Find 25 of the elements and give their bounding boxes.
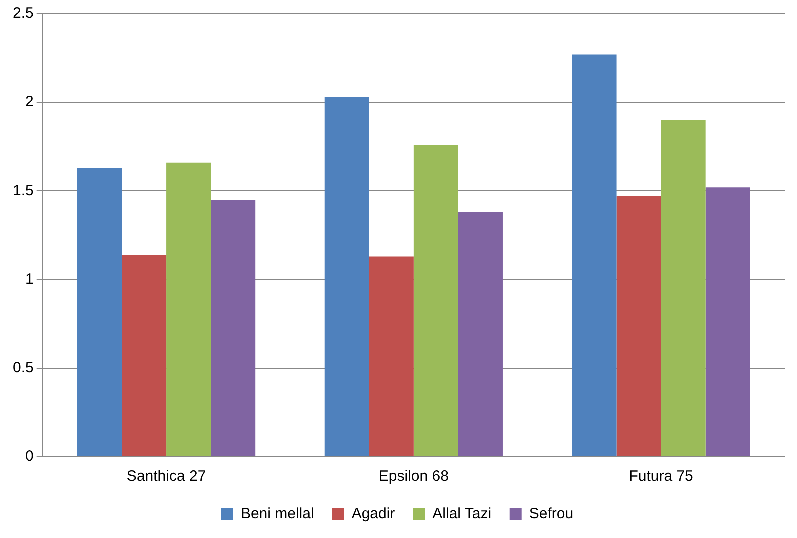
bar bbox=[458, 212, 503, 456]
bar bbox=[122, 254, 167, 456]
bar bbox=[166, 162, 212, 456]
y-tick-label: 0.5 bbox=[12, 360, 34, 377]
y-tick-label: 2 bbox=[26, 94, 34, 111]
y-tick-label: 2.5 bbox=[12, 5, 34, 22]
x-tick-label: Epsilon 68 bbox=[378, 468, 449, 486]
bar bbox=[572, 54, 617, 456]
y-tick-label: 1.5 bbox=[12, 182, 34, 200]
bar bbox=[616, 196, 662, 456]
bar bbox=[706, 188, 750, 456]
bar bbox=[211, 200, 256, 456]
bar bbox=[324, 97, 370, 456]
legend-label: Beni mellal bbox=[240, 506, 314, 523]
bar bbox=[77, 168, 122, 456]
legend-label: Agadir bbox=[352, 506, 396, 523]
bar bbox=[661, 120, 706, 456]
bar bbox=[369, 256, 414, 456]
x-tick-label: Santhica 27 bbox=[126, 468, 206, 486]
x-tick-label: Futura 75 bbox=[629, 468, 694, 486]
legend-label: Sefrou bbox=[529, 506, 574, 523]
legend-label: Allal Tazi bbox=[432, 506, 492, 523]
y-tick-label: 0 bbox=[26, 448, 34, 466]
bar bbox=[414, 145, 458, 456]
y-tick-label: 1 bbox=[26, 270, 34, 288]
